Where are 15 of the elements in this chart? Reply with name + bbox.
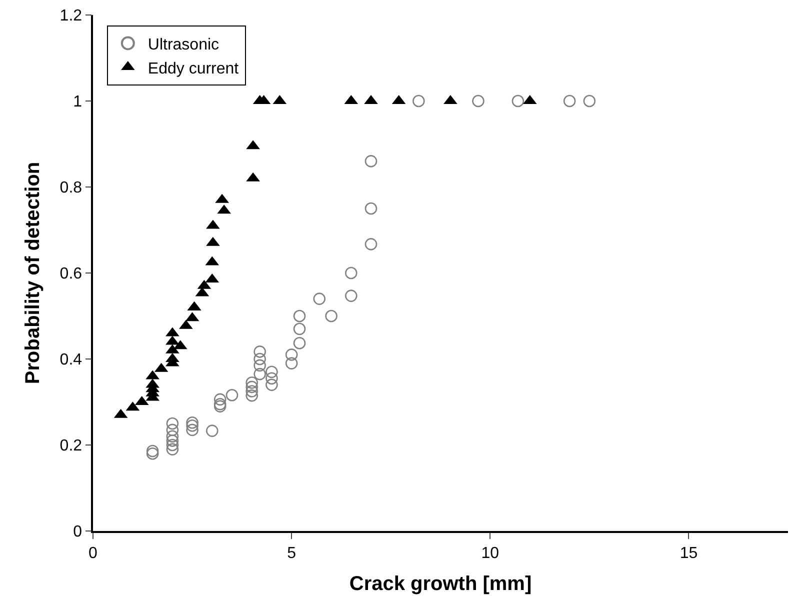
legend-label: Ultrasonic — [148, 36, 220, 54]
y-tick-label: 0.6 — [60, 266, 82, 283]
y-axis-title: Probability of detection — [22, 162, 44, 384]
y-tick-label: 1 — [73, 94, 82, 111]
x-axis-title: Crack growth [mm] — [349, 572, 532, 595]
x-tick-label: 10 — [481, 544, 500, 562]
y-tick-label: 0.8 — [60, 180, 82, 197]
y-tick-label: 1.2 — [60, 8, 82, 25]
x-tick-label: 15 — [680, 544, 698, 562]
y-tick-label: 0.2 — [60, 438, 82, 455]
x-tick-label: 0 — [88, 544, 98, 562]
y-tick-label: 0 — [73, 524, 82, 541]
x-tick-label: 5 — [287, 544, 296, 562]
legend-label: Eddy current — [148, 60, 240, 78]
y-tick-label: 0.4 — [60, 352, 82, 369]
